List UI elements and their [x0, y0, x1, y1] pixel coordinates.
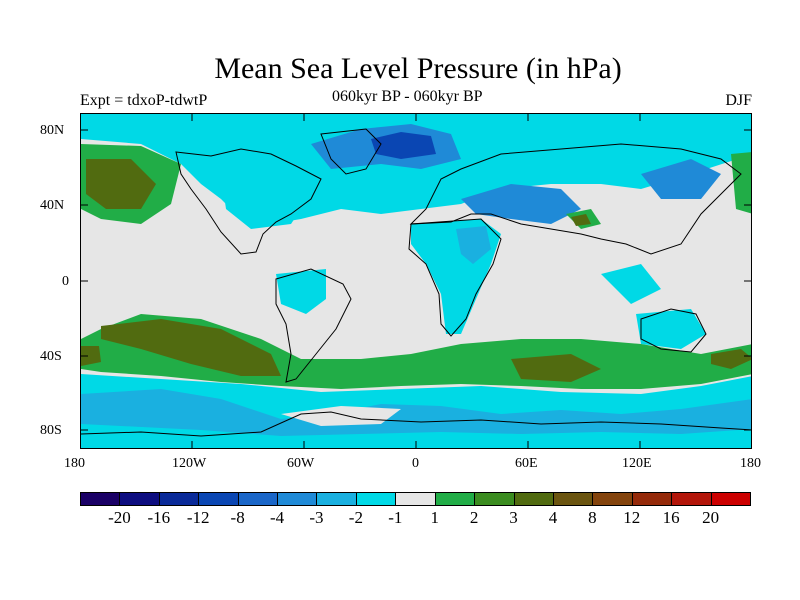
colorbar-swatch [552, 492, 594, 506]
southern-positive-core-pacific [101, 319, 281, 376]
colorbar-label: 8 [588, 508, 597, 527]
y-tick-label: 0 [62, 274, 69, 289]
colorbar-label: -2 [348, 508, 363, 527]
north-pacific-positive-core [86, 159, 156, 209]
colorbar-swatch [316, 492, 357, 506]
north-atlantic-deep-core [371, 132, 436, 159]
map-plot-area [80, 113, 752, 449]
x-tick-label: 180 [64, 456, 85, 471]
x-tick-label: 120E [622, 456, 652, 471]
coast-antarctica [81, 411, 751, 437]
colorbar-swatch [119, 492, 160, 506]
colorbar-swatch [158, 492, 200, 506]
y-tick-label: 40S [40, 349, 62, 364]
coast-north-america [175, 148, 322, 255]
x-tick-label: 0 [412, 456, 419, 471]
colorbar-swatch [277, 492, 318, 506]
antarctic-neutral-patch [281, 406, 401, 426]
y-tick-label: 80S [40, 423, 62, 438]
colorbar-label: 1 [430, 508, 439, 527]
colorbar-swatch [710, 492, 751, 506]
colorbar-label: 20 [702, 508, 720, 527]
colorbar-swatch [395, 492, 436, 506]
southern-positive-core-indian [511, 354, 601, 382]
colorbar-label: 4 [548, 508, 558, 527]
colorbar-label: -12 [186, 508, 210, 527]
coast-greenland [320, 128, 382, 175]
map-title: Mean Sea Level Pressure (in hPa) [214, 52, 622, 85]
colorbar-label: 12 [623, 508, 641, 527]
colorbar-swatch [592, 492, 633, 506]
coast-africa [408, 218, 502, 337]
arctic-canada-lobe [221, 169, 311, 229]
colorbar-label: 16 [662, 508, 680, 527]
x-tick-label: 120W [172, 456, 207, 471]
colorbar-label: -1 [388, 508, 403, 527]
colorbar-label: -16 [147, 508, 171, 527]
colorbar-swatch [474, 492, 515, 506]
experiment-label: Expt = tdxoP-tdwtP [80, 92, 208, 109]
colorbar-swatch [80, 492, 121, 506]
southern-positive-core-west [81, 346, 101, 366]
pressure-field-map [81, 114, 751, 448]
x-tick-label: 60W [287, 456, 315, 471]
x-tick-label: 60E [515, 456, 538, 471]
south-america-negative [276, 269, 326, 314]
colorbar-swatch [434, 492, 476, 506]
colorbar-swatch [671, 492, 712, 506]
colorbar-label: 2 [469, 508, 479, 527]
colorbar-swatch [631, 492, 673, 506]
southern-positive-core-east [711, 349, 751, 369]
tibet-positive-core [571, 214, 591, 226]
colorbar-swatch [198, 492, 239, 506]
coast-australia [640, 308, 707, 353]
y-tick-label: 80N [40, 123, 65, 138]
colorbar-label: 3 [509, 508, 518, 527]
colorbar-label: -20 [108, 508, 131, 527]
coast-south-america [275, 268, 352, 383]
colorbar-label: -4 [269, 508, 285, 527]
east-asia-negative-core [641, 159, 721, 199]
colorbar-label: -3 [309, 508, 324, 527]
maritime-negative [601, 264, 661, 304]
y-tick-label: 40N [40, 198, 65, 213]
period-label: 060kyr BP - 060kyr BP [332, 88, 483, 105]
north-pacific-positive-eastern [731, 152, 751, 214]
tick-marks [80, 113, 752, 449]
colorbar-swatch [355, 492, 397, 506]
southern-ocean-negative-core [81, 389, 751, 436]
africa-core [456, 226, 491, 264]
coast-eurasia [409, 143, 742, 255]
x-tick-label: 180 [740, 456, 761, 471]
coastlines [81, 128, 751, 437]
colorbar-label: -8 [230, 508, 245, 527]
season-label: DJF [725, 92, 752, 109]
australia-negative [636, 309, 706, 349]
colorbar-swatch [513, 492, 554, 506]
colorbar-swatch [237, 492, 279, 506]
